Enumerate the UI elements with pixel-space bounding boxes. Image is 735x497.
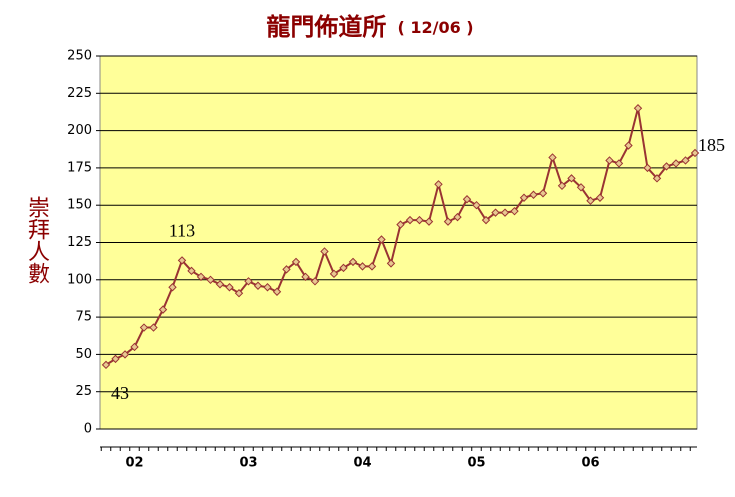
data-point (386, 259, 396, 268)
data-point (481, 215, 491, 225)
chart-title: 龍門佈道所 (266, 13, 386, 41)
chart-subtitle: ( 12/06 ) (397, 18, 473, 37)
data-point (434, 180, 443, 189)
data-point (643, 163, 652, 173)
data-point (158, 305, 168, 314)
x-tick-label: 03 (239, 456, 257, 471)
y-tick-label: 25 (75, 384, 92, 399)
data-point (595, 193, 605, 202)
data-point (168, 283, 177, 292)
data-point (101, 360, 111, 370)
data-point (234, 289, 244, 298)
data-point (529, 190, 538, 199)
y-axis-label: 崇拜人數 (24, 196, 50, 284)
data-point (291, 257, 301, 267)
y-tick-label: 0 (84, 422, 92, 437)
x-tick-label: 04 (353, 456, 371, 471)
data-point (310, 277, 320, 286)
y-tick-label: 100 (67, 272, 92, 287)
data-point (633, 104, 643, 113)
data-point (690, 148, 700, 158)
data-point (415, 215, 424, 225)
data-point (405, 215, 415, 225)
data-point (500, 208, 510, 217)
data-point (671, 159, 681, 168)
data-point (339, 263, 348, 273)
x-tick-label: 02 (125, 456, 143, 471)
data-point (120, 350, 130, 359)
data-point (130, 342, 139, 352)
data-point (177, 256, 187, 265)
data-point (396, 220, 405, 229)
data-point (329, 269, 339, 279)
y-tick-label: 150 (67, 198, 92, 213)
data-label: 113 (169, 221, 195, 241)
data-point (282, 265, 291, 274)
data-label: 43 (111, 383, 129, 403)
y-tick-label: 175 (67, 160, 92, 175)
data-point (652, 174, 662, 183)
data-point (196, 272, 206, 282)
data-point (462, 195, 472, 204)
data-point (624, 141, 633, 150)
y-tick-label: 75 (75, 310, 92, 325)
data-point (358, 262, 367, 271)
data-point (206, 275, 215, 285)
data-point (491, 208, 500, 217)
data-point (443, 217, 453, 226)
data-point (472, 200, 481, 210)
y-tick-label: 125 (67, 235, 92, 250)
data-point (253, 281, 263, 290)
data-point (614, 159, 624, 168)
data-point (320, 247, 329, 256)
data-point (586, 196, 595, 205)
chart-title-group: 龍門佈道所 ( 12/06 ) (266, 13, 473, 41)
data-point (519, 193, 529, 202)
data-point (301, 272, 310, 282)
data-point (576, 183, 586, 192)
data-label: 185 (698, 135, 725, 155)
data-point (367, 262, 377, 271)
x-tick-label: 06 (581, 456, 599, 471)
data-point (605, 156, 614, 165)
data-point (225, 283, 234, 292)
data-point (510, 206, 519, 216)
data-point (377, 235, 386, 244)
y-tick-label: 225 (67, 86, 92, 101)
data-point (244, 277, 253, 286)
y-tick-label: 200 (67, 123, 92, 138)
x-tick-label: 05 (467, 456, 485, 471)
data-point (662, 162, 671, 171)
y-tick-label: 50 (75, 347, 92, 362)
data-point (139, 323, 149, 332)
data-point (111, 354, 120, 364)
y-tick-label: 250 (67, 49, 92, 64)
data-point (567, 174, 576, 183)
data-point (424, 217, 434, 226)
data-point (263, 283, 272, 292)
data-point (149, 323, 158, 332)
data-point (453, 212, 462, 222)
data-point (681, 156, 690, 165)
data-point (187, 266, 196, 276)
data-point (215, 280, 225, 289)
data-point (557, 181, 567, 191)
data-point (538, 189, 548, 198)
data-point (348, 257, 358, 267)
data-point (548, 153, 557, 162)
data-point (272, 287, 282, 296)
